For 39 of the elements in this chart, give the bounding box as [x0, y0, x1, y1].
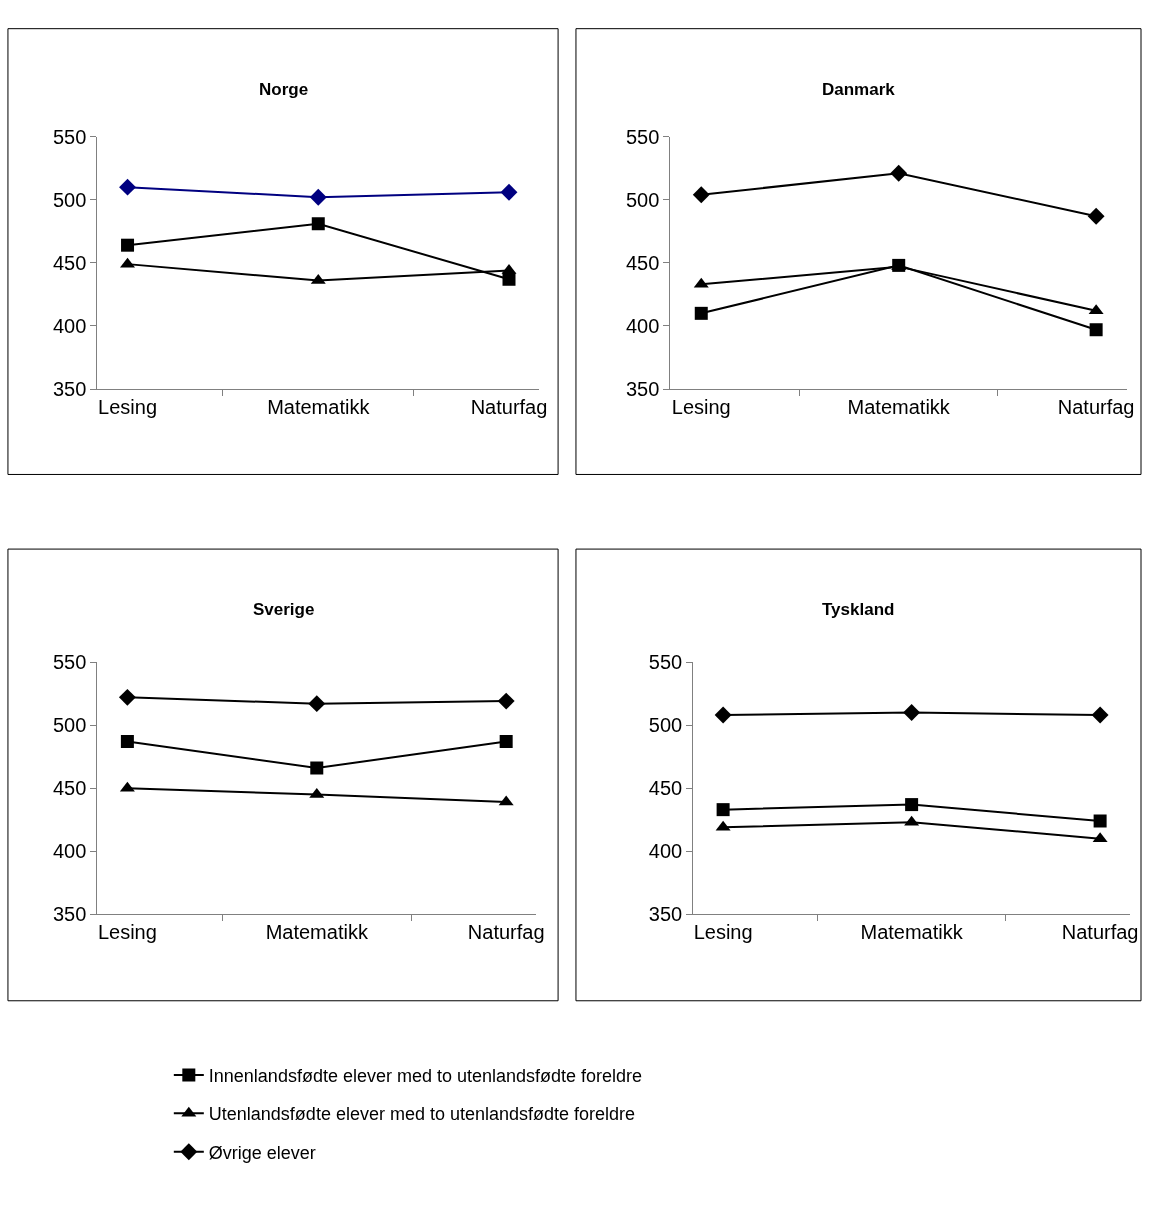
y-tick-label: 450 [52, 777, 87, 800]
y-tick-label: 400 [625, 314, 660, 337]
x-tick-label: Lesing [693, 921, 753, 944]
y-tick-label: 550 [52, 651, 87, 674]
chart-title: Sverige [253, 600, 315, 619]
y-tick-label: 450 [625, 251, 660, 274]
y-tick-label: 350 [52, 903, 87, 926]
y-tick-label: 450 [52, 251, 87, 274]
y-tick-label: 400 [52, 314, 87, 337]
x-tick-label: Matematikk [265, 921, 369, 944]
x-tick-label: Naturfag [1061, 921, 1139, 944]
y-tick-label: 450 [648, 777, 683, 800]
y-tick-label: 400 [648, 840, 683, 863]
y-tick-label: 350 [625, 378, 660, 401]
legend-label: Utenlandsfødte elever med to utenlandsfødte foreldre [208, 1104, 636, 1125]
x-tick-label: Matematikk [860, 921, 964, 944]
chart-title: Norge [259, 80, 309, 99]
x-tick-label: Lesing [671, 396, 731, 419]
x-tick-label: Matematikk [847, 396, 951, 419]
legend-label: Øvrige elever [208, 1142, 316, 1163]
y-tick-label: 550 [648, 651, 683, 674]
y-tick-label: 350 [648, 903, 683, 926]
x-tick-label: Naturfag [467, 921, 545, 944]
x-tick-label: Lesing [98, 396, 158, 419]
x-tick-label: Naturfag [470, 396, 548, 419]
y-tick-label: 500 [648, 714, 683, 737]
legend-label: Innenlandsfødte elever med to utenlandsfødte foreldre [208, 1065, 643, 1086]
y-tick-label: 500 [52, 188, 87, 211]
x-tick-label: Lesing [97, 921, 157, 944]
chart-title: Tyskland [822, 600, 895, 619]
y-tick-label: 550 [625, 125, 660, 148]
x-tick-label: Matematikk [267, 396, 371, 419]
y-tick-label: 550 [52, 125, 87, 148]
y-tick-label: 500 [52, 714, 87, 737]
x-tick-label: Naturfag [1057, 396, 1135, 419]
y-tick-label: 500 [625, 188, 660, 211]
y-tick-label: 350 [52, 378, 87, 401]
y-tick-label: 400 [52, 840, 87, 863]
chart-title: Danmark [822, 80, 896, 99]
